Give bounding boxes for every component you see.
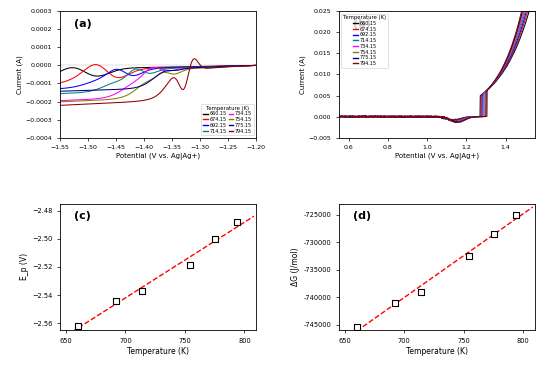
Legend: 660.15, 674.15, 692.15, 714.15, 734.15, 754.15, 775.15, 794.15: 660.15, 674.15, 692.15, 714.15, 734.15, …	[201, 104, 254, 135]
Y-axis label: Current (A): Current (A)	[299, 55, 306, 94]
Text: (a): (a)	[74, 19, 92, 29]
Point	[353, 325, 361, 331]
Point	[186, 263, 194, 269]
Point	[112, 298, 121, 303]
X-axis label: Potential (V vs. Ag|Ag+): Potential (V vs. Ag|Ag+)	[116, 153, 200, 160]
X-axis label: Temperature (K): Temperature (K)	[406, 347, 468, 356]
Point	[211, 236, 219, 242]
Point	[390, 300, 399, 306]
Text: (c): (c)	[74, 211, 91, 221]
Point	[512, 211, 520, 217]
Y-axis label: E_p (V): E_p (V)	[20, 253, 29, 280]
Point	[74, 323, 82, 329]
Point	[489, 231, 498, 237]
X-axis label: Potential (V vs. Ag|Ag+): Potential (V vs. Ag|Ag+)	[395, 153, 479, 160]
X-axis label: Temperature (K): Temperature (K)	[127, 347, 189, 356]
Y-axis label: ΔG (J/mol): ΔG (J/mol)	[292, 247, 300, 286]
Point	[464, 253, 473, 259]
Point	[138, 288, 147, 294]
Legend: 660.15, 674.15, 692.15, 714.15, 734.15, 754.15, 775.15, 794.15: 660.15, 674.15, 692.15, 714.15, 734.15, …	[341, 14, 388, 68]
Y-axis label: Current (A): Current (A)	[16, 55, 23, 94]
Text: (d): (d)	[353, 211, 371, 221]
Point	[233, 219, 242, 225]
Text: (b): (b)	[353, 19, 371, 29]
Point	[417, 289, 425, 295]
